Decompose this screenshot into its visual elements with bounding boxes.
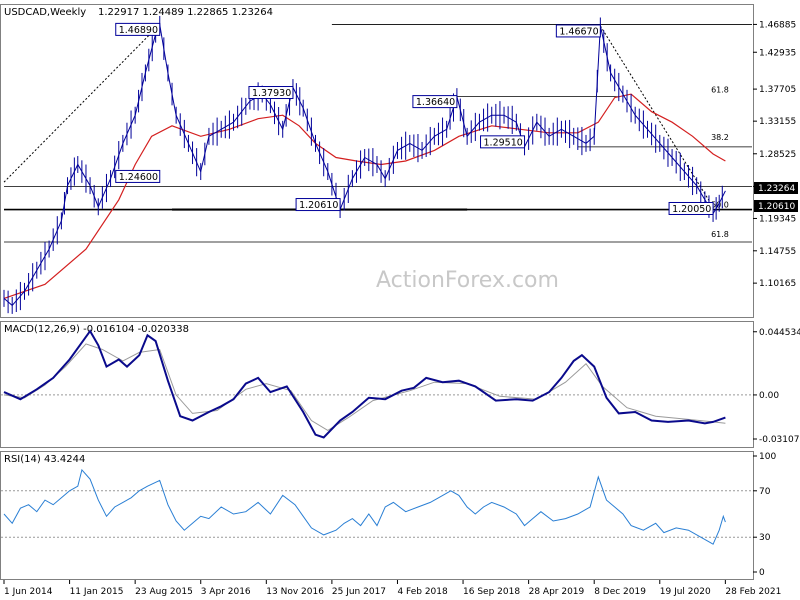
price-tick-label: 1.42935 [759,48,796,58]
price-label-text: 1.24600 [119,172,158,183]
rsi-tick-label: 30 [759,533,771,543]
time-tick-label: 11 Jan 2015 [70,587,124,597]
price-label-text: 1.20050 [672,204,711,215]
macd-panel: MACD(12,26,9) -0.016104 -0.020338 0.0445… [0,321,800,448]
fib-level-label: 50.0 [711,201,729,210]
rsi-panel: RSI(14) 43.4244 100 70 30 0 [0,451,776,580]
macd-tick-label: 0.044534 [759,328,800,338]
price-panel: USDCAD,Weekly 1.22917 1.24489 1.22865 1.… [0,4,798,318]
price-label-text: 1.46670 [559,26,598,37]
time-tick-label: 19 Jul 2020 [660,587,711,597]
chart-title: USDCAD,Weekly [4,7,86,18]
macd-line [3,329,726,439]
price-tick-label: 1.19345 [759,214,796,224]
price-label-box [295,198,341,212]
price-label-text: 1.36640 [416,97,455,108]
price-label-text: 1.20610 [299,200,338,211]
macd-tick-label: 0.00 [759,391,779,401]
price-label-box [115,169,161,183]
time-tick-label: 23 Aug 2015 [135,587,193,597]
price-label-text: 1.37930 [252,88,291,99]
watermark: ActionForex.com [376,268,559,293]
price-tick-label: 1.14755 [759,247,796,257]
last-price-tag: 1.23264 [754,182,798,194]
rsi-panel-frame [0,451,754,580]
time-tick-label: 3 Apr 2016 [201,587,251,597]
support-tag: 1.20610 [754,200,798,212]
price-label-text: 1.29510 [484,137,523,148]
trendline-support [3,24,161,183]
time-tick-label: 13 Nov 2016 [266,587,324,597]
rsi-tick-label: 70 [759,487,771,497]
price-series-line [3,22,726,307]
fib-level-label: 61.8 [711,230,729,239]
rsi-title: RSI(14) 43.4244 [4,454,85,465]
price-tick-label: 1.10165 [759,279,796,289]
ohlc-readout: 1.22917 1.24489 1.22865 1.23264 [98,7,273,18]
fib-level-label: 61.8 [711,86,729,95]
time-axis: 1 Jun 2014 11 Jan 2015 23 Aug 2015 3 Apr 20… [3,580,781,597]
macd-panel-frame [0,321,754,448]
fibonacci-labels: 61.8 38.2 50.0 61.8 [711,86,729,239]
rsi-line [3,468,726,545]
price-axis: 1.468851.429351.377051.331551.285251.238… [753,20,796,289]
time-tick-label: 1 Jun 2014 [4,587,53,597]
price-label-box [248,86,294,100]
macd-axis: 0.044534 0.00 -0.031072 [1,328,800,445]
price-label-box [668,201,714,215]
time-tick-label: 4 Feb 2018 [397,587,448,597]
rsi-tick-label: 100 [759,452,776,462]
time-tick-label: 8 Dec 2019 [594,587,646,597]
price-labels: 1.46890 1.37930 1.24600 1.20610 1.36640 1.295… [115,22,714,215]
time-tick-label: 28 Apr 2019 [529,587,585,597]
price-tick-label: 1.37705 [759,85,796,95]
macd-tick-label: -0.031072 [759,435,800,445]
time-tick-label: 16 Sep 2018 [463,587,520,597]
trendline-resistance [599,25,716,211]
price-label-box [480,135,526,149]
rsi-axis: 100 70 30 0 [1,452,776,578]
price-tick-label: 1.33155 [759,117,796,127]
macd-title: MACD(12,26,9) -0.016104 -0.020338 [4,324,189,335]
last-price-tag-text: 1.23264 [758,184,795,194]
price-label-box [115,22,161,36]
time-tick-label: 25 Jun 2017 [332,587,386,597]
price-tick-label: 1.28525 [759,150,796,160]
price-label-box [555,24,601,38]
price-label-box [412,95,458,109]
price-label-text: 1.46890 [119,25,158,36]
last-price-tag-bg [754,182,798,194]
price-tick-label: 1.46885 [759,20,796,30]
support-tag-bg [754,200,798,212]
rsi-tick-label: 0 [759,568,765,578]
fib-level-label: 38.2 [711,133,729,142]
time-tick-label: 28 Feb 2021 [725,587,781,597]
support-tag-text: 1.20610 [758,202,795,212]
